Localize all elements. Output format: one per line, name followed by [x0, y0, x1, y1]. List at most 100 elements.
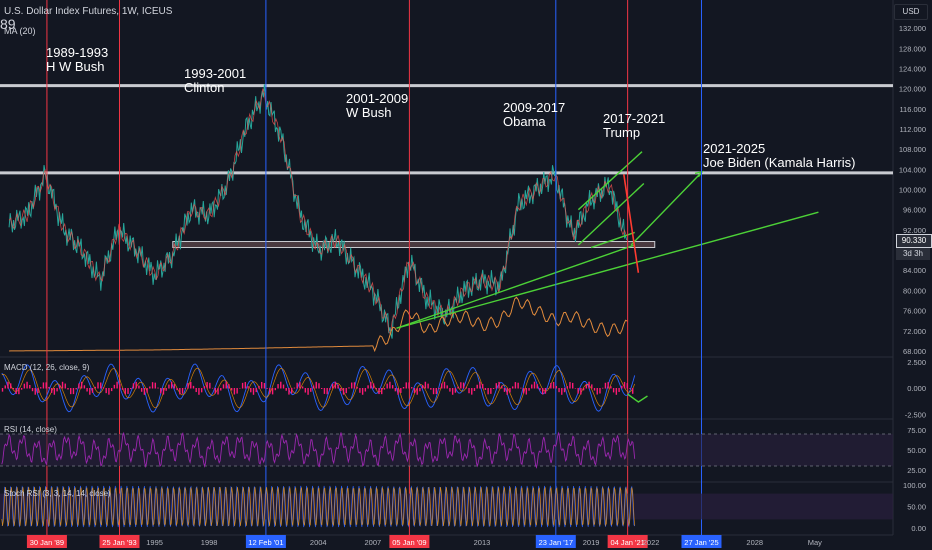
macd-histogram-bar: [247, 386, 249, 389]
macd-histogram-bar: [370, 381, 372, 389]
macd-histogram-bar: [533, 381, 536, 389]
macd-histogram-bar: [571, 382, 574, 389]
macd-histogram-bar: [615, 388, 618, 395]
symbol-title: U.S. Dollar Index Futures, 1W, ICEUS: [4, 6, 173, 17]
macd-histogram-bar: [10, 383, 12, 389]
macd-histogram-bar: [490, 388, 492, 394]
macd-histogram-bar: [367, 385, 369, 389]
macd-histogram-bar: [290, 388, 293, 394]
x-tick-label: 2022: [643, 538, 660, 547]
macd-histogram-bar: [342, 388, 345, 395]
macd-histogram-bar: [424, 381, 427, 389]
macd-histogram-bar: [372, 383, 375, 389]
macd-histogram-bar: [116, 381, 118, 389]
macd-histogram-bar: [146, 388, 148, 393]
price-fragment: 89: [0, 16, 16, 32]
macd-histogram-bar: [83, 385, 86, 389]
macd-histogram-bar: [214, 388, 217, 394]
macd-histogram-bar: [209, 382, 211, 389]
macd-histogram-bar: [195, 388, 197, 393]
annotation-trump: 2017-2021 Trump: [603, 112, 665, 140]
x-tick-label: 2013: [474, 538, 491, 547]
macd-histogram-bar: [293, 387, 296, 389]
date-flag-label: 25 Jan '93: [102, 538, 136, 547]
macd-histogram-bar: [397, 388, 399, 395]
macd-histogram-bar: [280, 381, 282, 389]
macd-histogram-bar: [97, 382, 99, 389]
macd-histogram-bar: [200, 388, 203, 393]
macd-histogram-bar: [7, 381, 9, 389]
macd-histogram-bar: [250, 388, 252, 393]
macd-histogram-bar: [40, 387, 42, 389]
macd-histogram-bar: [225, 381, 227, 389]
trend-line: [396, 244, 635, 329]
macd-histogram-bar: [561, 388, 563, 395]
trend-line: [396, 211, 819, 329]
annotation-name: Obama: [503, 114, 546, 129]
y-tick-label: 72.000: [903, 327, 926, 336]
macd-histogram-bar: [121, 388, 124, 390]
macd-histogram-bar: [168, 384, 170, 389]
y-tick-label: 100.000: [899, 186, 926, 195]
date-flag-red: [607, 535, 648, 548]
macd-histogram-bar: [481, 383, 484, 389]
macd-histogram-bar: [50, 388, 53, 393]
macd-histogram-bar: [345, 388, 347, 394]
macd-histogram-bar: [203, 386, 206, 389]
y-tick-label: 84.000: [903, 266, 926, 275]
macd-histogram-bar: [29, 384, 31, 389]
macd-histogram-bar: [454, 388, 457, 393]
y-tick-label: 96.000: [903, 206, 926, 215]
macd-panel-label[interactable]: MACD (12, 26, close, 9): [4, 363, 90, 372]
y-tick-label: 76.000: [903, 307, 926, 316]
macd-histogram-bar: [400, 388, 402, 393]
macd-histogram-bar: [20, 388, 23, 390]
macd-histogram-bar: [124, 388, 126, 395]
macd-histogram-bar: [517, 382, 519, 389]
macd-histogram-bar: [154, 382, 156, 389]
macd-histogram-bar: [479, 381, 481, 389]
currency-selector[interactable]: USD: [894, 4, 928, 20]
macd-histogram-bar: [476, 384, 478, 389]
macd-histogram-bar: [432, 388, 435, 395]
macd-histogram-bar: [61, 381, 64, 389]
macd-histogram-bar: [351, 382, 353, 389]
macd-histogram-bar: [334, 381, 337, 389]
macd-histogram-bar: [528, 388, 530, 391]
date-flag-blue: [681, 535, 722, 548]
macd-histogram-bar: [337, 384, 339, 389]
countdown-tag: 3d 3h: [896, 248, 930, 260]
moving-average-line: [9, 296, 628, 353]
annotation-w-bush: 2001-2009 W Bush: [346, 92, 408, 120]
macd-histogram-bar: [160, 388, 162, 394]
rsi-panel-label[interactable]: RSI (14, close): [4, 425, 57, 434]
macd-histogram-bar: [323, 388, 326, 394]
macd-histogram-bar: [285, 388, 287, 391]
y-tick-label: 132.000: [899, 24, 926, 33]
macd-histogram-bar: [296, 382, 298, 389]
macd-histogram-bar: [288, 388, 290, 395]
macd-histogram-bar: [220, 388, 222, 391]
macd-histogram-bar: [602, 387, 604, 389]
stoch-tick-label: 0.00: [911, 524, 926, 533]
macd-histogram-bar: [198, 388, 200, 395]
macd-histogram-bar: [86, 388, 88, 392]
macd-histogram-bar: [381, 388, 383, 395]
macd-histogram-bar: [604, 382, 607, 389]
macd-histogram-bar: [626, 383, 628, 389]
macd-histogram-bar: [413, 388, 416, 394]
macd-histogram-bar: [299, 382, 301, 389]
rsi-tick-label: 50.00: [907, 446, 926, 455]
macd-histogram-bar: [585, 384, 588, 389]
macd-tick-label: 0.000: [907, 384, 926, 393]
macd-histogram-bar: [443, 381, 446, 389]
macd-histogram-bar: [149, 386, 151, 389]
macd-histogram-bar: [252, 388, 255, 395]
annotation-name: Trump: [603, 125, 641, 140]
macd-histogram-bar: [430, 388, 432, 390]
stoch-rsi-panel-label[interactable]: Stoch RSI (3, 3, 14, 14, close): [4, 489, 111, 498]
ma-indicator-label[interactable]: MA (20): [4, 26, 36, 36]
price-series-line-down: [8, 88, 627, 336]
macd-histogram-bar: [364, 388, 367, 392]
